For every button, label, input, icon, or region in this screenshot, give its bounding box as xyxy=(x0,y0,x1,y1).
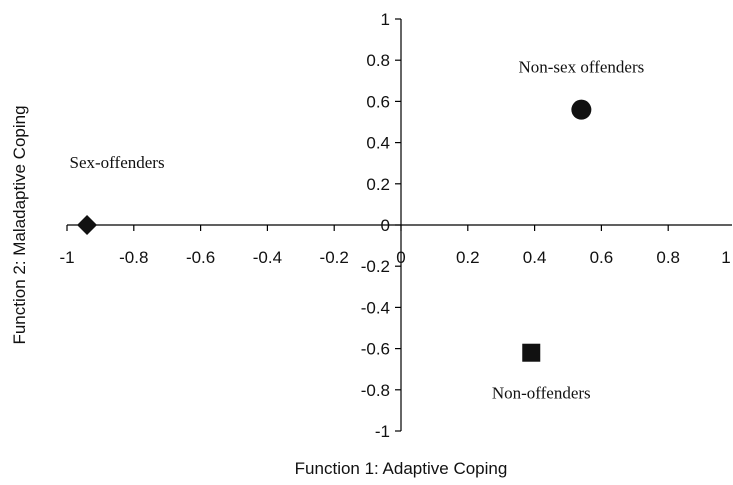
y-tick-label: 1 xyxy=(381,10,390,29)
point-marker-square xyxy=(522,343,541,362)
data-points: Non-sex offenders Sex-offenders Non-offend… xyxy=(70,58,645,403)
x-tick-label: -0.2 xyxy=(320,248,349,267)
x-tick-label: -1 xyxy=(59,248,74,267)
y-tick-label: 0.8 xyxy=(366,51,390,70)
y-tick-label: 0.6 xyxy=(366,92,390,111)
y-tick-label: 0.2 xyxy=(366,175,390,194)
y-axis-title: Function 2: Maladaptive Coping xyxy=(10,105,29,344)
x-tick-label: 0 xyxy=(396,248,405,267)
x-tick-label: 0.8 xyxy=(656,248,680,267)
x-tick-label: 0.2 xyxy=(456,248,480,267)
y-axis-ticks: 1 0.8 0.6 0.4 0.2 0 -0.2 -0.4 -0.6 -0.8 -1 xyxy=(361,10,401,441)
x-tick-label: -0.6 xyxy=(186,248,215,267)
y-tick-label: 0 xyxy=(381,216,390,235)
point-label: Sex-offenders xyxy=(70,153,165,172)
point-marker-diamond xyxy=(77,215,98,235)
x-tick-label: 0.4 xyxy=(523,248,547,267)
x-tick-label: 1 xyxy=(721,248,730,267)
y-tick-label: -0.8 xyxy=(361,381,390,400)
y-tick-label: 0.4 xyxy=(366,134,390,153)
point-label: Non-offenders xyxy=(492,384,591,403)
y-tick-label: -0.6 xyxy=(361,340,390,359)
point-marker-circle xyxy=(571,99,592,120)
x-tick-label: -0.8 xyxy=(119,248,148,267)
x-axis-ticks: -1 -0.8 -0.6 -0.4 -0.2 0 0.2 0.4 0.6 0.8 1 xyxy=(59,225,731,267)
x-axis-title: Function 1: Adaptive Coping xyxy=(295,459,508,478)
y-tick-label: -1 xyxy=(375,422,390,441)
y-tick-label: -0.2 xyxy=(361,257,390,276)
x-tick-label: -0.4 xyxy=(253,248,282,267)
x-tick-label: 0.6 xyxy=(590,248,614,267)
point-label: Non-sex offenders xyxy=(518,58,644,77)
y-tick-label: -0.4 xyxy=(361,298,390,317)
